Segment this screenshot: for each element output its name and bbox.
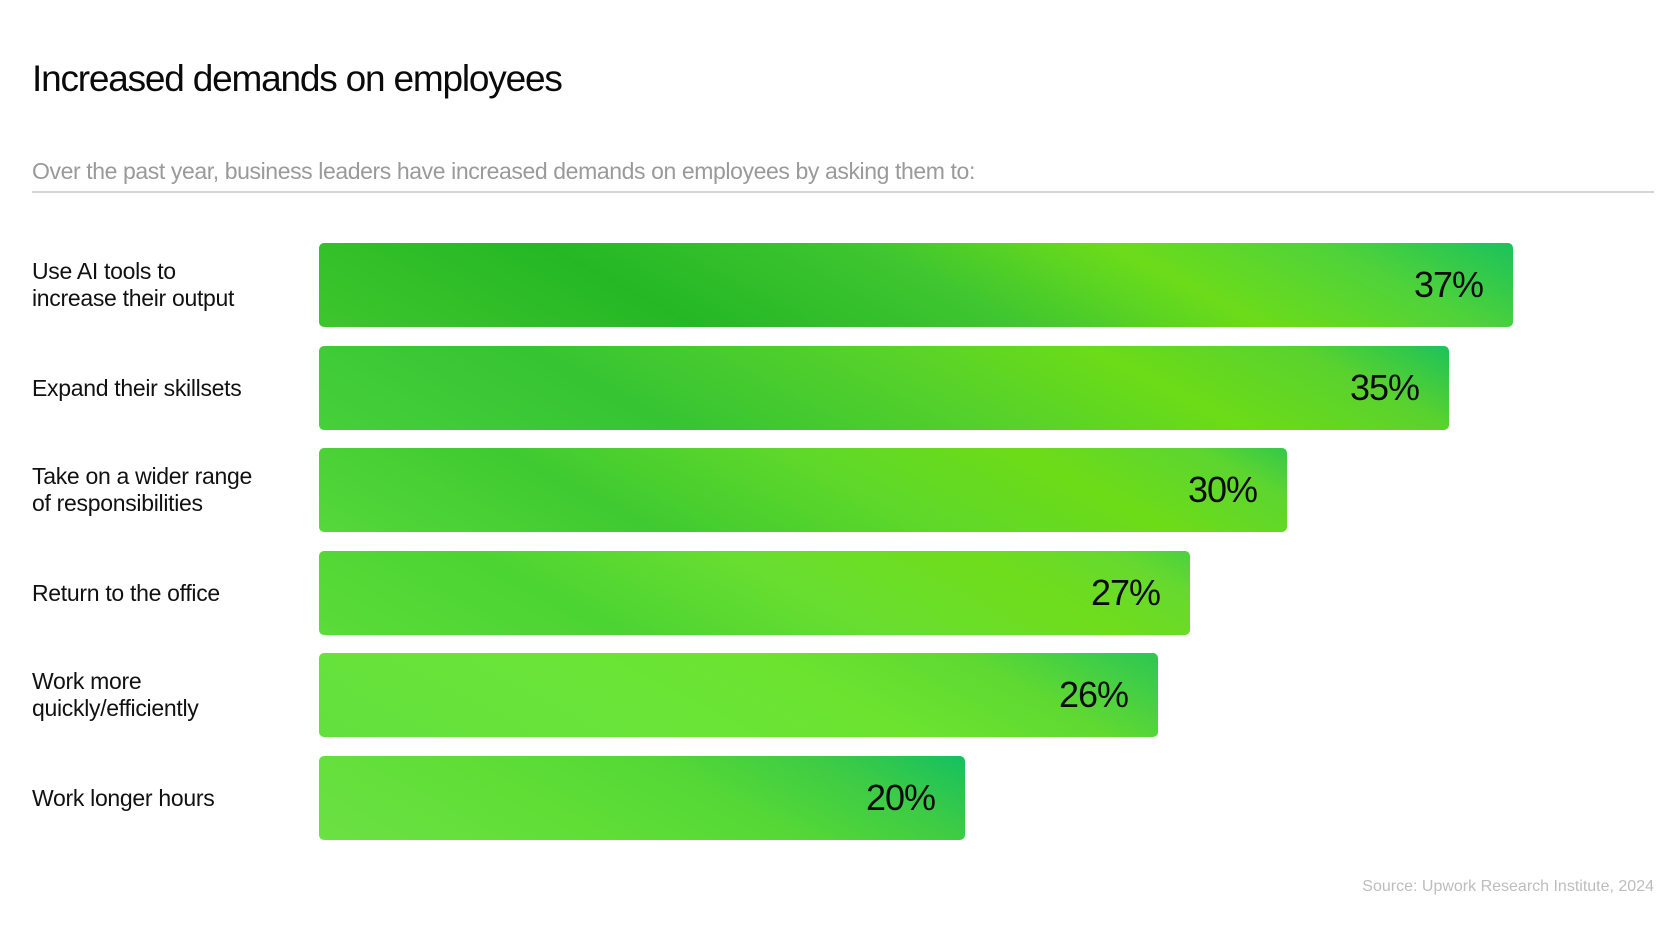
bar: 30%	[319, 448, 1287, 532]
bar-row: Expand their skillsets 35%	[0, 346, 1680, 430]
bar-category-line: Return to the office	[32, 579, 220, 606]
bar-row: Work longer hours 20%	[0, 756, 1680, 840]
bar-category-line: Work more	[32, 668, 142, 694]
bar-category-line: increase their output	[32, 285, 235, 311]
bar-value-label: 35%	[1349, 367, 1420, 408]
bar-category-text: Expand their skillsets	[32, 374, 242, 402]
subtitle-divider	[32, 191, 1654, 193]
source-note: Source: Upwork Research Institute, 2024	[1362, 878, 1654, 895]
bar-category-text: Use AI tools to increase their output	[32, 258, 234, 312]
bar-category-line: of responsibilities	[32, 490, 203, 516]
bar-row: Use AI tools to increase their output 37%	[0, 243, 1680, 327]
bar-value-label: 37%	[1413, 264, 1484, 305]
bar: 26%	[319, 653, 1158, 737]
bar-value-label: 27%	[1090, 572, 1161, 613]
bar-category-label: Use AI tools to increase their output	[32, 243, 302, 327]
bar: 35%	[319, 346, 1449, 430]
bar-category-line: Use AI tools to	[32, 258, 176, 284]
bar-category-label: Take on a wider range of responsibilities	[32, 448, 302, 532]
bar-category-text: Return to the office	[32, 580, 220, 607]
bar-category-line: Expand their skillsets	[32, 374, 242, 401]
chart-subtitle: Over the past year, business leaders hav…	[32, 158, 975, 184]
bar: 37%	[319, 243, 1513, 327]
bar-row: Work more quickly/efficiently 26%	[0, 653, 1680, 737]
bar-category-label: Work more quickly/efficiently	[32, 653, 302, 737]
bar-row: Take on a wider range of responsibilities…	[0, 448, 1680, 532]
bar-category-line: quickly/efficiently	[32, 695, 199, 721]
bar-category-text: Take on a wider range of responsibilities	[32, 463, 252, 517]
bar-category-line: Take on a wider range	[32, 463, 253, 489]
bar: 20%	[319, 756, 965, 840]
bar-category-label: Expand their skillsets	[32, 346, 302, 430]
bar-value-label: 20%	[865, 777, 936, 818]
bar-category-text: Work longer hours	[32, 784, 215, 812]
bar: 27%	[319, 551, 1190, 635]
bar-value-label: 30%	[1187, 469, 1258, 510]
bar-category-line: Work longer hours	[32, 784, 215, 811]
bar-category-label: Return to the office	[32, 551, 302, 635]
bar-value-label: 26%	[1058, 674, 1129, 715]
bar-category-label: Work longer hours	[32, 756, 302, 840]
bar-row: Return to the office 27%	[0, 551, 1680, 635]
bar-category-text: Work more quickly/efficiently	[32, 668, 199, 722]
chart-title: Increased demands on employees	[32, 58, 563, 99]
